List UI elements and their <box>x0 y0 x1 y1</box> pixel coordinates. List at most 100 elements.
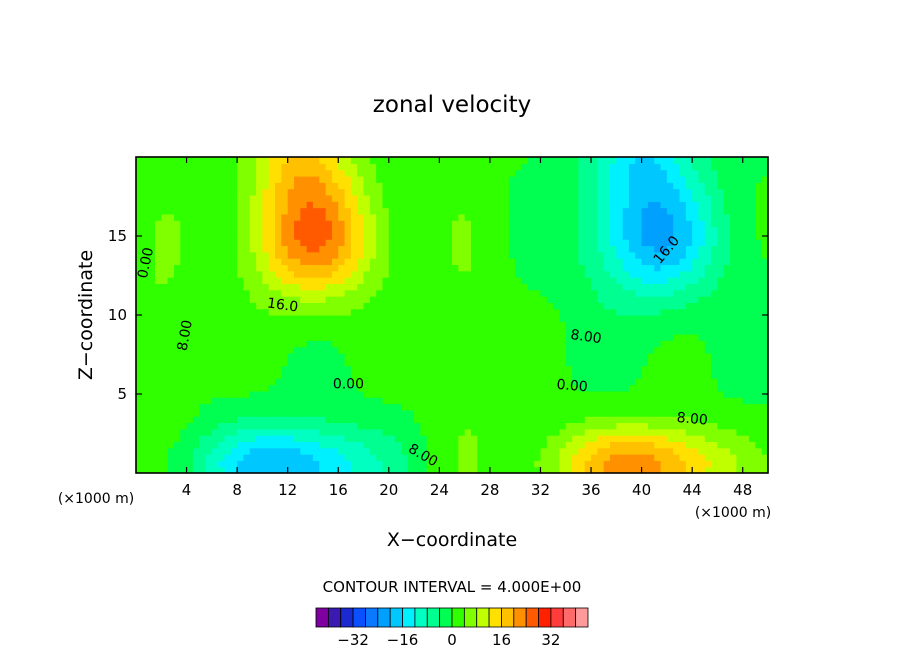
field-cell <box>395 213 403 221</box>
field-cell <box>338 435 346 442</box>
field-cell <box>281 416 289 424</box>
field-cell <box>749 371 756 379</box>
field-cell <box>692 226 700 234</box>
field-cell <box>515 428 523 436</box>
field-cell <box>673 169 681 177</box>
field-cell <box>515 403 523 411</box>
field-cell <box>553 308 561 316</box>
field-cell <box>281 213 289 221</box>
field-cell <box>641 157 649 164</box>
field-cell <box>401 422 409 430</box>
field-cell <box>508 416 516 424</box>
field-cell <box>350 422 358 430</box>
field-cell <box>749 264 756 272</box>
field-cell <box>211 220 219 228</box>
field-cell <box>407 182 415 190</box>
field-cell <box>388 428 396 436</box>
field-cell <box>761 435 768 442</box>
field-cell <box>369 321 377 329</box>
field-cell <box>502 207 510 215</box>
field-cell <box>357 409 365 417</box>
field-cell <box>420 315 428 322</box>
field-cell <box>749 188 756 196</box>
field-cell <box>534 201 542 209</box>
field-cell <box>635 245 643 253</box>
field-cell <box>401 359 409 367</box>
field-cell <box>521 277 529 284</box>
field-cell <box>496 277 504 284</box>
field-cell <box>205 359 213 367</box>
field-cell <box>218 321 226 329</box>
field-cell <box>426 321 434 329</box>
field-cell <box>401 283 409 291</box>
field-cell <box>420 277 428 284</box>
field-cell <box>256 289 263 297</box>
field-cell <box>723 194 731 202</box>
field-cell <box>704 182 712 190</box>
field-cell <box>192 384 200 392</box>
field-cell <box>654 397 662 405</box>
field-cell <box>199 435 207 442</box>
field-cell <box>654 308 662 316</box>
field-cell <box>572 321 579 329</box>
field-cell <box>692 390 700 398</box>
field-cell <box>420 327 428 335</box>
field-cell <box>243 466 251 473</box>
field-cell <box>591 384 598 392</box>
field-cell <box>534 384 542 392</box>
field-cell <box>433 163 440 171</box>
field-cell <box>445 466 453 473</box>
field-cell <box>211 207 219 215</box>
field-cell <box>243 308 251 316</box>
field-cell <box>515 378 523 386</box>
field-cell <box>660 194 668 202</box>
field-cell <box>458 302 466 310</box>
field-cell <box>654 220 662 228</box>
field-cell <box>477 220 485 228</box>
field-cell <box>136 378 143 386</box>
field-cell <box>502 441 510 449</box>
field-cell <box>578 226 586 234</box>
field-cell <box>325 296 333 303</box>
field-cell <box>312 270 320 278</box>
field-cell <box>205 378 213 386</box>
field-cell <box>508 169 516 177</box>
field-cell <box>730 270 737 278</box>
field-cell <box>546 346 554 354</box>
field-cell <box>249 397 257 405</box>
field-cell <box>142 302 150 310</box>
field-cell <box>192 365 200 373</box>
field-cell <box>338 207 346 215</box>
field-cell <box>230 163 238 171</box>
field-cell <box>230 454 238 461</box>
field-cell <box>268 397 276 405</box>
field-cell <box>161 403 169 411</box>
field-cell <box>325 378 333 386</box>
field-cell <box>502 447 510 455</box>
field-cell <box>622 182 630 190</box>
field-cell <box>237 371 245 379</box>
field-cell <box>382 270 390 278</box>
field-cell <box>344 340 352 348</box>
field-cell <box>477 296 485 303</box>
field-cell <box>654 315 662 322</box>
field-cell <box>736 188 744 196</box>
field-cell <box>572 371 579 379</box>
field-cell <box>654 340 662 348</box>
field-cell <box>685 315 693 322</box>
field-cell <box>192 175 200 183</box>
field-cell <box>635 403 643 411</box>
field-cell <box>192 378 200 386</box>
field-cell <box>300 352 308 360</box>
field-cell <box>660 447 668 455</box>
field-cell <box>515 239 523 247</box>
field-cell <box>136 384 143 392</box>
field-cell <box>426 220 434 228</box>
field-cell <box>426 182 434 190</box>
field-cell <box>660 264 668 272</box>
field-cell <box>186 226 194 234</box>
field-cell <box>711 302 719 310</box>
field-cell <box>641 207 649 215</box>
field-cell <box>483 207 491 215</box>
field-cell <box>363 416 371 424</box>
